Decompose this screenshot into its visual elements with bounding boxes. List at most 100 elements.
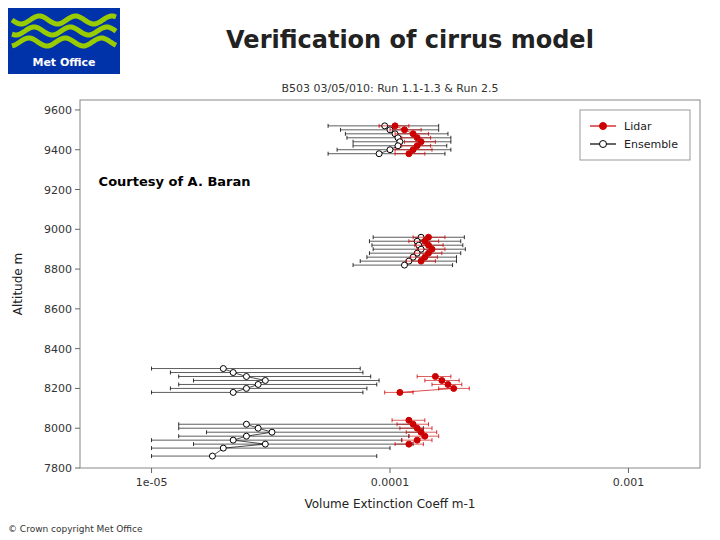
error-bar [402,136,431,140]
error-line [345,133,448,134]
error-cap [424,418,425,422]
error-bar [179,434,409,438]
error-cap [443,243,444,247]
point [243,385,249,391]
error-bar [385,390,413,394]
error-cap [431,426,432,430]
legend-marker [600,141,607,148]
error-cap [431,148,432,152]
point [422,433,428,439]
error-cap [417,374,418,378]
copyright: © Crown copyright Met Office [8,524,143,534]
y-tick-label: 8600 [44,303,72,316]
x-tick [390,468,391,473]
error-cap [376,454,377,458]
error-line [369,241,460,242]
logo-wave [12,38,116,46]
x-tick-label: 0.0001 [371,476,410,489]
error-cap [353,263,354,267]
error-cap [193,442,194,446]
error-cap [362,390,363,394]
error-cap [431,438,432,442]
y-tick-label: 9600 [44,104,72,117]
error-bar [402,438,432,442]
error-line [170,388,366,389]
point [255,381,261,387]
error-line [152,448,390,449]
error-bar [439,386,470,390]
error-bar [395,148,432,152]
point [243,421,249,427]
error-cap [428,132,429,136]
error-bar [206,430,418,434]
point [397,389,403,395]
error-cap [437,255,438,259]
error-cap [401,136,402,140]
error-cap [170,386,171,390]
error-cap [444,235,445,239]
error-cap [373,247,374,251]
error-cap [397,422,398,426]
error-cap [424,378,425,382]
point [451,385,457,391]
error-bar [409,434,439,438]
error-bar [152,454,377,458]
error-bar [372,243,463,247]
point [262,441,268,447]
annotation: Courtesy of A. Baran [99,174,251,189]
error-cap [379,378,380,382]
error-cap [430,144,431,148]
error-cap [346,136,347,140]
error-cap [328,152,329,156]
error-cap [459,378,460,382]
error-cap [456,255,457,259]
y-tick-label: 9000 [44,223,72,236]
error-cap [444,247,445,251]
error-cap [450,148,451,152]
legend-label: Ensemble [624,138,678,151]
y-tick [75,388,80,389]
logo: Met Office [8,8,120,74]
point [432,373,438,379]
error-line [152,368,361,369]
error-cap [408,434,409,438]
x-tick-label: 1e-05 [136,476,168,489]
y-tick [75,308,80,309]
series-0 [379,123,469,447]
error-bar [179,422,413,426]
error-bar [170,386,366,390]
error-cap [452,263,453,267]
error-bar [194,442,414,446]
error-bar [406,430,436,434]
logo-wave [12,27,116,35]
point [414,437,420,443]
y-tick-label: 7800 [44,462,72,475]
error-cap [369,251,370,255]
error-cap [428,422,429,426]
background [0,0,720,540]
error-cap [408,434,409,438]
error-cap [461,382,462,386]
error-line [194,444,414,445]
error-cap [450,136,451,140]
error-bar [152,367,361,371]
point [230,437,236,443]
error-cap [465,247,466,251]
error-cap [469,386,470,390]
error-cap [460,239,461,243]
y-tick [75,189,80,190]
error-cap [379,124,380,128]
point [376,151,382,157]
plot-frame [80,100,700,468]
error-bar [337,148,451,152]
error-cap [178,434,179,438]
error-cap [395,132,396,136]
error-bar [179,382,377,386]
error-cap [384,390,385,394]
error-bar [152,446,390,450]
error-cap [206,430,207,434]
error-bar [415,251,442,255]
error-line [152,392,363,393]
error-bar [404,140,435,144]
error-cap [353,144,354,148]
